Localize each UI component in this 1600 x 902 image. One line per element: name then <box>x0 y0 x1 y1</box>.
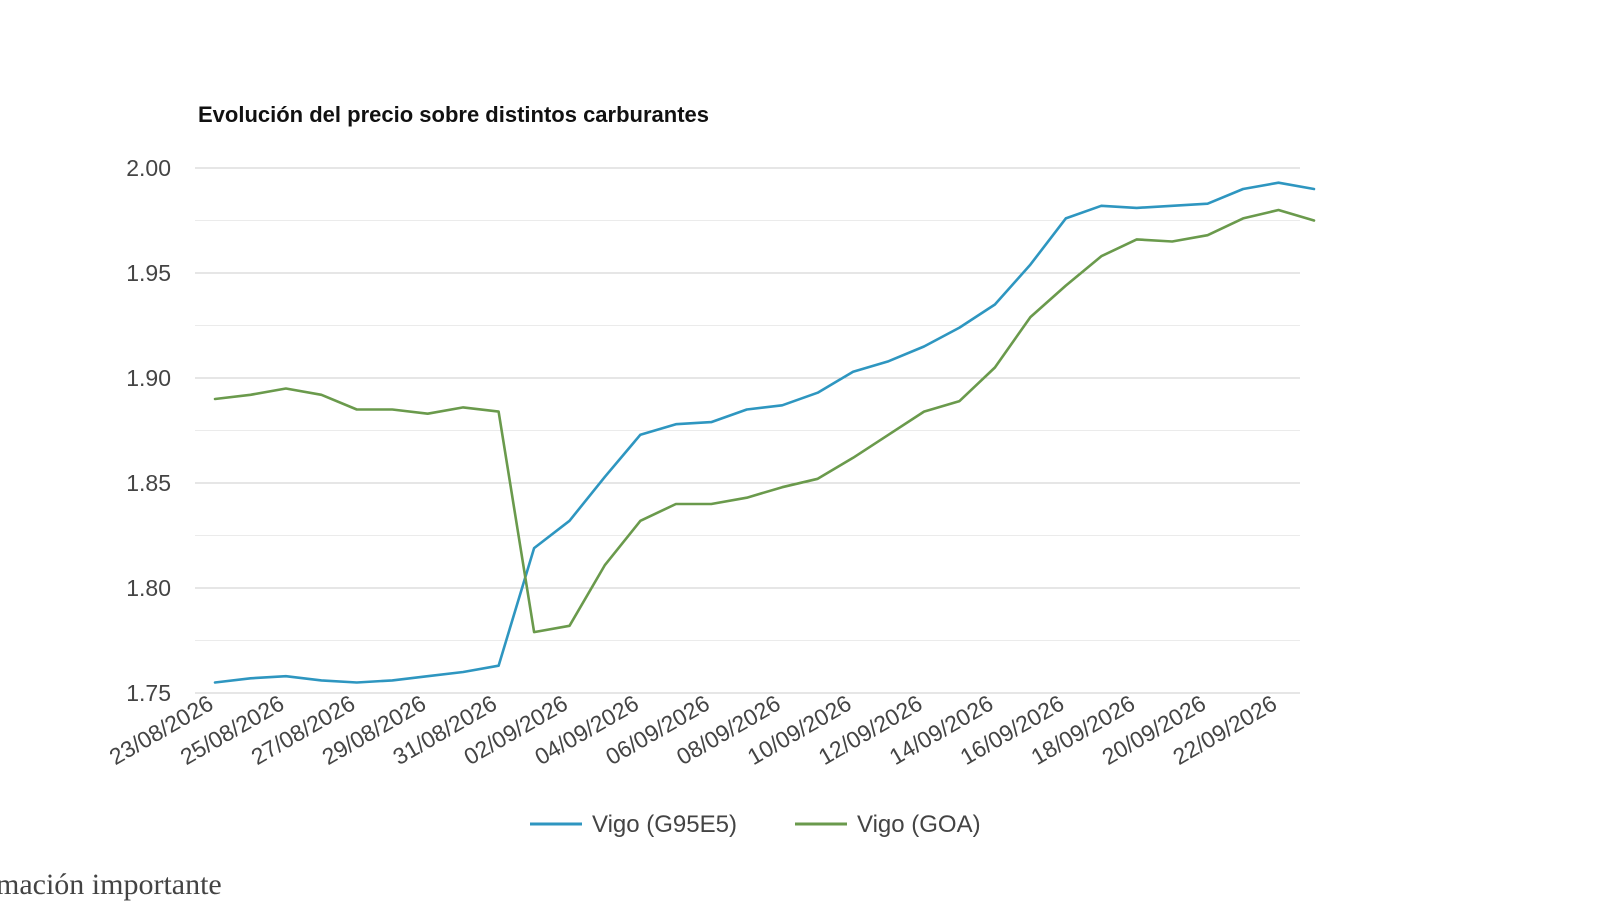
footer-heading-text: rmación importante <box>0 868 222 901</box>
series-line-1 <box>213 181 1316 684</box>
y-tick-label: 1.95 <box>126 260 171 286</box>
series-line-2 <box>213 208 1316 634</box>
y-tick-label: 1.85 <box>126 470 171 496</box>
legend-label-2: Vigo (GOA) <box>857 811 981 838</box>
y-tick-label: 2.00 <box>126 155 171 181</box>
y-tick-label: 1.90 <box>126 365 171 391</box>
legend-label-1: Vigo (G95E5) <box>592 811 737 838</box>
y-tick-label: 1.80 <box>126 575 171 601</box>
y-tick-label: 1.75 <box>126 680 171 706</box>
chart-title: Evolución del precio sobre distintos car… <box>198 102 709 127</box>
